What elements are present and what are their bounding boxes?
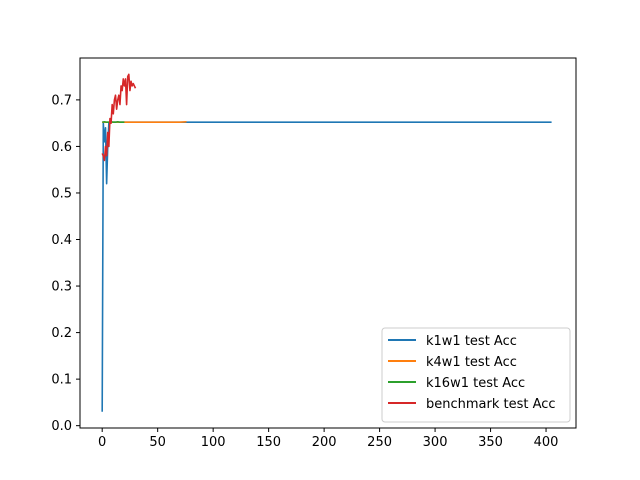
x-tick-label: 50 — [149, 435, 166, 450]
legend-box — [381, 327, 571, 423]
x-tick-label: 150 — [256, 435, 281, 450]
x-tick-label: 250 — [367, 435, 392, 450]
y-tick-label: 0.3 — [51, 280, 72, 295]
legend-label: benchmark test Acc — [426, 397, 556, 412]
axes-frame — [79, 57, 577, 429]
legend-label: k4w1 test Acc — [426, 355, 517, 370]
y-tick-label: 0.7 — [51, 93, 72, 108]
x-tick-label: 300 — [423, 435, 448, 450]
series-line-4 — [101, 73, 137, 162]
x-tick-label: 100 — [201, 435, 226, 450]
y-tick-label: 0.1 — [51, 373, 72, 388]
x-axis: 0 50 100 150 200 250 300 350 400 — [98, 428, 558, 450]
x-tick-label: 0 — [98, 435, 106, 450]
x-tick-label: 350 — [478, 435, 503, 450]
legend-label: k1w1 test Acc — [426, 334, 517, 349]
series-layer — [101, 73, 552, 412]
y-tick-label: 0.2 — [51, 326, 72, 341]
y-tick-label: 0.0 — [51, 419, 72, 434]
y-tick-label: 0.4 — [51, 233, 72, 248]
y-tick-label: 0.6 — [51, 140, 72, 155]
x-tick-label: 400 — [534, 435, 559, 450]
legend: k1w1 test Acc k4w1 test Acc k16w1 test Acc… — [381, 327, 571, 423]
x-tick-label: 200 — [312, 435, 337, 450]
y-tick-label: 0.5 — [51, 186, 72, 201]
legend-label: k16w1 test Acc — [426, 376, 525, 391]
y-axis: 0.0 0.1 0.2 0.3 0.4 0.5 0.6 0.7 — [51, 93, 80, 434]
